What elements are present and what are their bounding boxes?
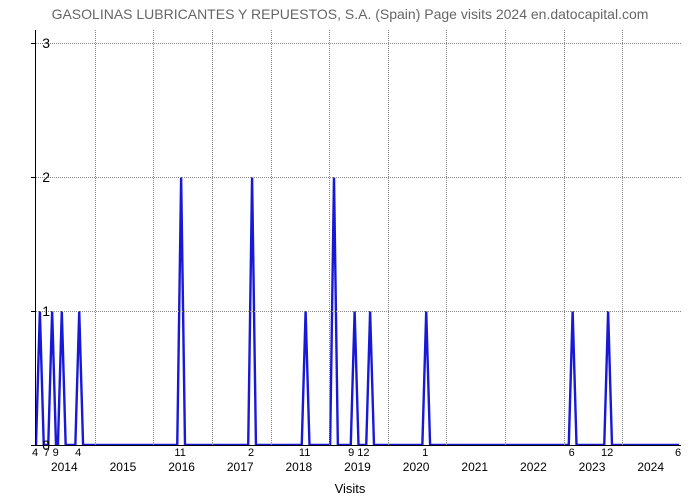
xtick-year: 2022: [520, 460, 547, 474]
grid-v: [446, 30, 447, 445]
chart-title: GASOLINAS LUBRICANTES Y REPUESTOS, S.A. …: [0, 6, 700, 22]
xtick-value: 7 9: [43, 447, 58, 459]
xtick-year: 2017: [227, 460, 254, 474]
grid-v: [95, 30, 96, 445]
xtick-value: 4: [32, 447, 38, 459]
ytick-label: 1: [20, 303, 50, 319]
grid-h: [36, 43, 681, 44]
xtick-year: 2014: [51, 460, 78, 474]
grid-v: [622, 30, 623, 445]
grid-v: [212, 30, 213, 445]
grid-v: [271, 30, 272, 445]
grid-v: [564, 30, 565, 445]
data-line: [36, 30, 681, 445]
xtick-value: 2: [248, 447, 254, 459]
xtick-value: 11: [299, 447, 310, 459]
xtick-year: 2020: [403, 460, 430, 474]
xtick-year: 2015: [110, 460, 137, 474]
grid-v: [153, 30, 154, 445]
grid-v: [388, 30, 389, 445]
xtick-value: 12: [601, 447, 613, 459]
xtick-value: 1: [422, 447, 428, 459]
x-axis-label: Visits: [0, 481, 700, 496]
grid-v: [329, 30, 330, 445]
grid-v: [505, 30, 506, 445]
grid-h: [36, 311, 681, 312]
xtick-value: 4: [75, 447, 81, 459]
xtick-value: 9 12: [348, 447, 369, 459]
chart-container: GASOLINAS LUBRICANTES Y REPUESTOS, S.A. …: [0, 0, 700, 500]
ytick-label: 3: [20, 35, 50, 51]
xtick-value: 6: [675, 447, 681, 459]
ytick-label: 2: [20, 169, 50, 185]
xtick-year: 2016: [168, 460, 195, 474]
xtick-year: 2024: [637, 460, 664, 474]
xtick-year: 2019: [344, 460, 371, 474]
plot-area: [35, 30, 681, 446]
xtick-year: 2018: [286, 460, 313, 474]
xtick-value: 11: [174, 447, 185, 459]
xtick-year: 2023: [579, 460, 606, 474]
grid-h: [36, 177, 681, 178]
xtick-value: 6: [569, 447, 575, 459]
xtick-year: 2021: [461, 460, 488, 474]
